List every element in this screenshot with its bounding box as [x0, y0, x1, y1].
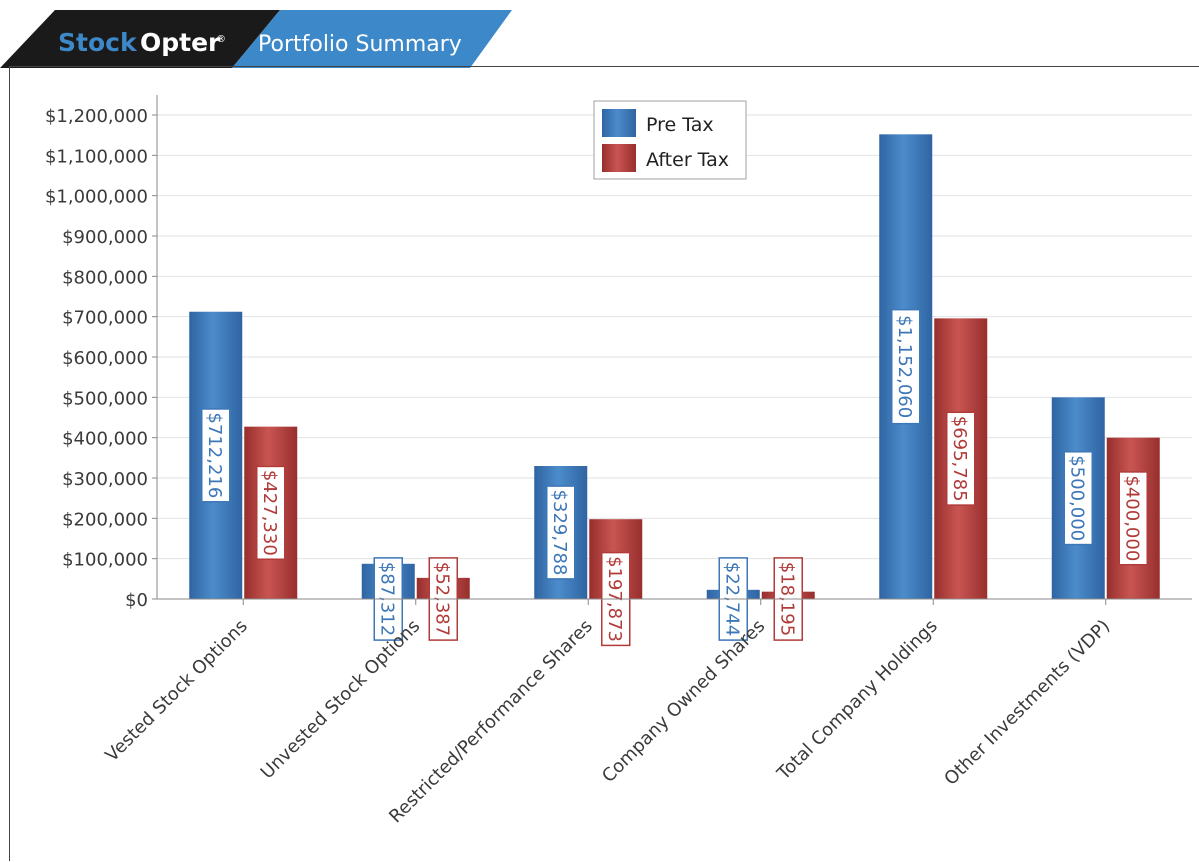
y-tick-label: $200,000	[62, 509, 148, 530]
y-tick-label: $900,000	[62, 227, 148, 248]
y-tick-label: $1,100,000	[45, 146, 148, 167]
y-tick-label: $400,000	[62, 429, 148, 450]
data-label: $695,785	[949, 416, 970, 502]
data-label-group: $329,788	[546, 485, 576, 580]
data-label-group: $427,330	[256, 465, 286, 560]
data-label-box	[256, 465, 286, 560]
data-label-box	[1063, 451, 1093, 546]
bar-chart: $0 $100,000 $200,000 $300,000 $400,000 $500,0…	[45, 95, 1192, 828]
data-label-group: $1,152,060	[891, 308, 921, 425]
x-tick-label: Unvested Stock Options	[257, 616, 425, 784]
y-tick-label: $500,000	[62, 388, 148, 409]
page-title: Portfolio Summary	[258, 32, 462, 57]
y-tick-label: $0	[125, 590, 148, 611]
y-tick-label: $1,200,000	[45, 106, 148, 127]
y-tick-label: $600,000	[62, 348, 148, 369]
data-label-box	[891, 308, 921, 425]
header-banner	[0, 10, 512, 68]
y-tick-label: $700,000	[62, 308, 148, 329]
bars	[189, 134, 1160, 599]
y-tick-label: $100,000	[62, 550, 148, 571]
data-label: $712,216	[204, 412, 225, 498]
data-label: $1,152,060	[894, 315, 915, 418]
chart-frame: $0 $100,000 $200,000 $300,000 $400,000 $500,0…	[9, 66, 1199, 861]
y-tick-label: $300,000	[62, 469, 148, 490]
brand-registered-mark: ®	[216, 34, 226, 45]
data-label-group: $712,216	[201, 408, 231, 503]
data-label: $400,000	[1121, 475, 1142, 561]
x-axis: Vested Stock Options Unvested Stock Optio…	[101, 598, 1192, 828]
brand-stock: Stock	[58, 28, 137, 57]
x-tick-label: Vested Stock Options	[101, 616, 251, 766]
x-tick-label: Restricted/Performance Shares	[385, 616, 597, 828]
data-label-group: $400,000	[1118, 471, 1148, 566]
data-label-group: $695,785	[946, 411, 976, 506]
header: Stock Opter ® Portfolio Summary	[0, 0, 1199, 70]
legend-swatch-pre-tax	[602, 109, 636, 137]
data-label: $329,788	[549, 490, 570, 576]
data-label: $500,000	[1066, 455, 1087, 541]
legend-label-after-tax: After Tax	[646, 149, 729, 171]
data-label-box	[1118, 471, 1148, 566]
x-tick-label: Other Investments (VDP)	[940, 616, 1114, 790]
data-label-box	[546, 485, 576, 580]
data-label: $427,330	[259, 470, 280, 556]
gridlines	[157, 114, 1192, 560]
legend-swatch-after-tax	[602, 144, 636, 172]
legend-label-pre-tax: Pre Tax	[646, 114, 714, 136]
title-band	[232, 10, 512, 68]
data-label-box	[946, 411, 976, 506]
data-label-box	[201, 408, 231, 503]
y-tick-label: $1,000,000	[45, 187, 148, 208]
data-label-group: $500,000	[1063, 451, 1093, 546]
brand-opter: Opter	[140, 28, 221, 57]
brand-band	[0, 10, 280, 68]
x-tick-label: Total Company Holdings	[773, 616, 942, 785]
legend: Pre Tax After Tax	[593, 100, 747, 180]
y-axis: $0 $100,000 $200,000 $300,000 $400,000 $500,0…	[45, 95, 158, 611]
y-tick-label: $800,000	[62, 267, 148, 288]
